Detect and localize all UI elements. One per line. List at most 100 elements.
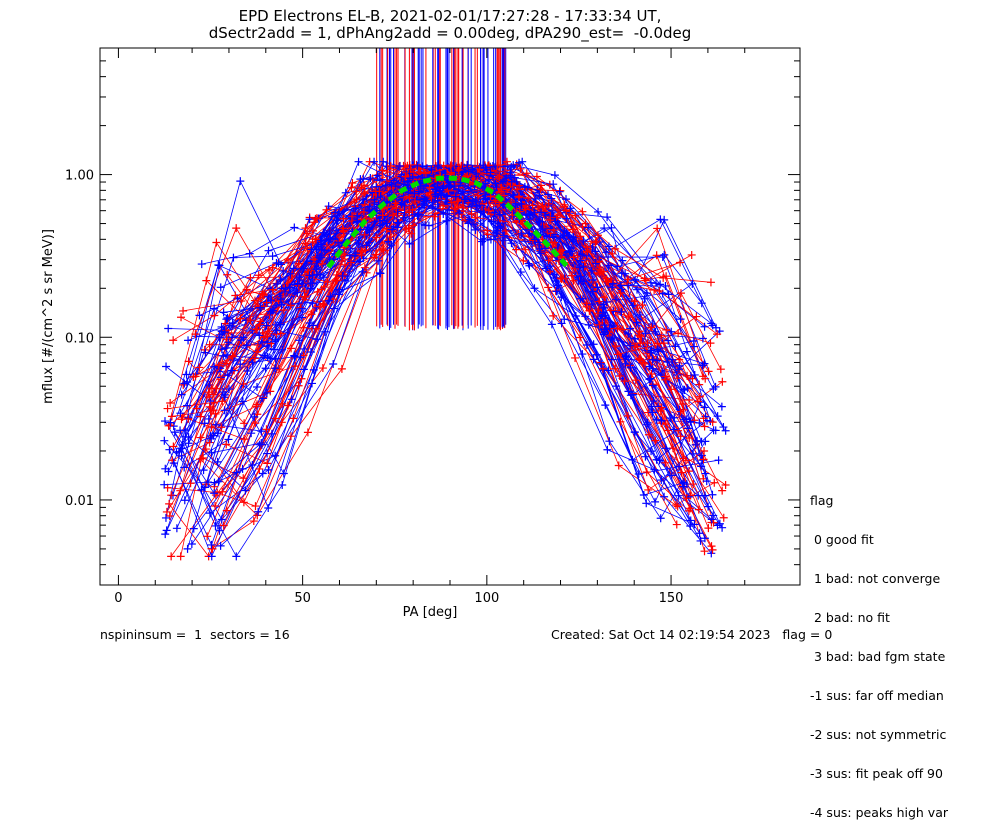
- data-point: [264, 465, 273, 474]
- data-point: [189, 373, 198, 382]
- data-point: [584, 223, 593, 232]
- data-point: [444, 181, 453, 190]
- data-point: [420, 195, 429, 204]
- data-point: [303, 244, 312, 253]
- data-point: [507, 162, 516, 171]
- data-point: [413, 212, 422, 221]
- data-point: [224, 435, 233, 444]
- data-point: [393, 207, 402, 216]
- data-point: [695, 529, 704, 538]
- trace-line: [223, 161, 719, 475]
- data-point: [391, 182, 400, 191]
- data-point: [650, 285, 659, 294]
- data-point: [708, 418, 717, 427]
- data-point: [437, 191, 446, 200]
- data-point: [204, 414, 213, 423]
- data-point: [192, 332, 201, 341]
- data-point: [639, 491, 648, 500]
- data-point: [689, 480, 698, 489]
- data-point: [704, 524, 713, 533]
- data-point: [661, 458, 670, 467]
- data-point: [560, 226, 569, 235]
- data-point: [494, 219, 503, 228]
- data-point: [576, 232, 585, 241]
- data-point: [420, 168, 429, 177]
- data-point: [592, 258, 601, 267]
- data-point: [301, 293, 310, 302]
- data-point: [172, 448, 181, 457]
- data-point: [707, 549, 716, 558]
- data-point: [687, 250, 696, 259]
- data-point: [554, 281, 563, 290]
- data-point: [486, 210, 495, 219]
- data-point: [211, 409, 220, 418]
- data-point: [635, 327, 644, 336]
- data-point: [655, 456, 664, 465]
- data-point: [310, 218, 319, 227]
- data-point: [698, 456, 707, 465]
- data-point: [326, 292, 335, 301]
- data-point: [604, 366, 613, 375]
- data-point: [334, 290, 343, 299]
- data-point: [536, 249, 545, 258]
- data-point: [676, 258, 685, 267]
- data-point: [264, 246, 273, 255]
- data-point: [299, 323, 308, 332]
- data-point: [716, 365, 725, 374]
- data-point: [205, 393, 214, 402]
- data-point: [607, 355, 616, 364]
- data-point: [447, 198, 456, 207]
- data-point: [523, 183, 532, 192]
- data-point: [407, 229, 416, 238]
- data-point: [261, 364, 270, 373]
- data-point: [170, 428, 179, 437]
- data-point: [277, 260, 286, 269]
- data-point: [550, 270, 559, 279]
- data-point: [177, 313, 186, 322]
- data-point: [642, 468, 651, 477]
- data-point: [618, 325, 627, 334]
- data-point: [210, 304, 219, 313]
- data-point: [656, 280, 665, 289]
- data-point: [187, 539, 196, 548]
- data-point: [210, 362, 219, 371]
- data-point: [560, 202, 569, 211]
- data-point: [707, 542, 716, 551]
- data-point: [324, 237, 333, 246]
- data-point: [582, 299, 591, 308]
- data-point: [277, 300, 286, 309]
- data-point: [617, 285, 626, 294]
- data-point: [264, 503, 273, 512]
- data-point: [697, 437, 706, 446]
- data-point: [222, 350, 231, 359]
- data-point: [584, 320, 593, 329]
- data-point: [451, 192, 460, 201]
- data-point: [663, 426, 672, 435]
- data-point: [543, 190, 552, 199]
- data-point: [454, 185, 463, 194]
- data-point: [660, 492, 669, 501]
- data-point: [205, 340, 214, 349]
- data-point: [240, 419, 249, 428]
- data-point: [461, 195, 470, 204]
- data-point: [347, 183, 356, 192]
- data-point: [691, 440, 700, 449]
- data-point: [207, 552, 216, 561]
- data-point: [549, 233, 558, 242]
- data-point: [176, 426, 185, 435]
- data-point: [585, 306, 594, 315]
- data-point: [527, 239, 536, 248]
- data-point: [360, 263, 369, 272]
- data-point: [717, 402, 726, 411]
- data-point: [506, 168, 515, 177]
- data-point: [678, 399, 687, 408]
- data-point: [237, 336, 246, 345]
- plot-area: 0 50 100 150 PA [deg] 0.01 0.10 1.00 mflux [#/(c…: [41, 47, 801, 620]
- data-point: [685, 434, 694, 443]
- data-point: [161, 464, 170, 473]
- data-point: [603, 213, 612, 222]
- data-point: [215, 333, 224, 342]
- data-point: [276, 294, 285, 303]
- data-point: [589, 340, 598, 349]
- data-point: [199, 454, 208, 463]
